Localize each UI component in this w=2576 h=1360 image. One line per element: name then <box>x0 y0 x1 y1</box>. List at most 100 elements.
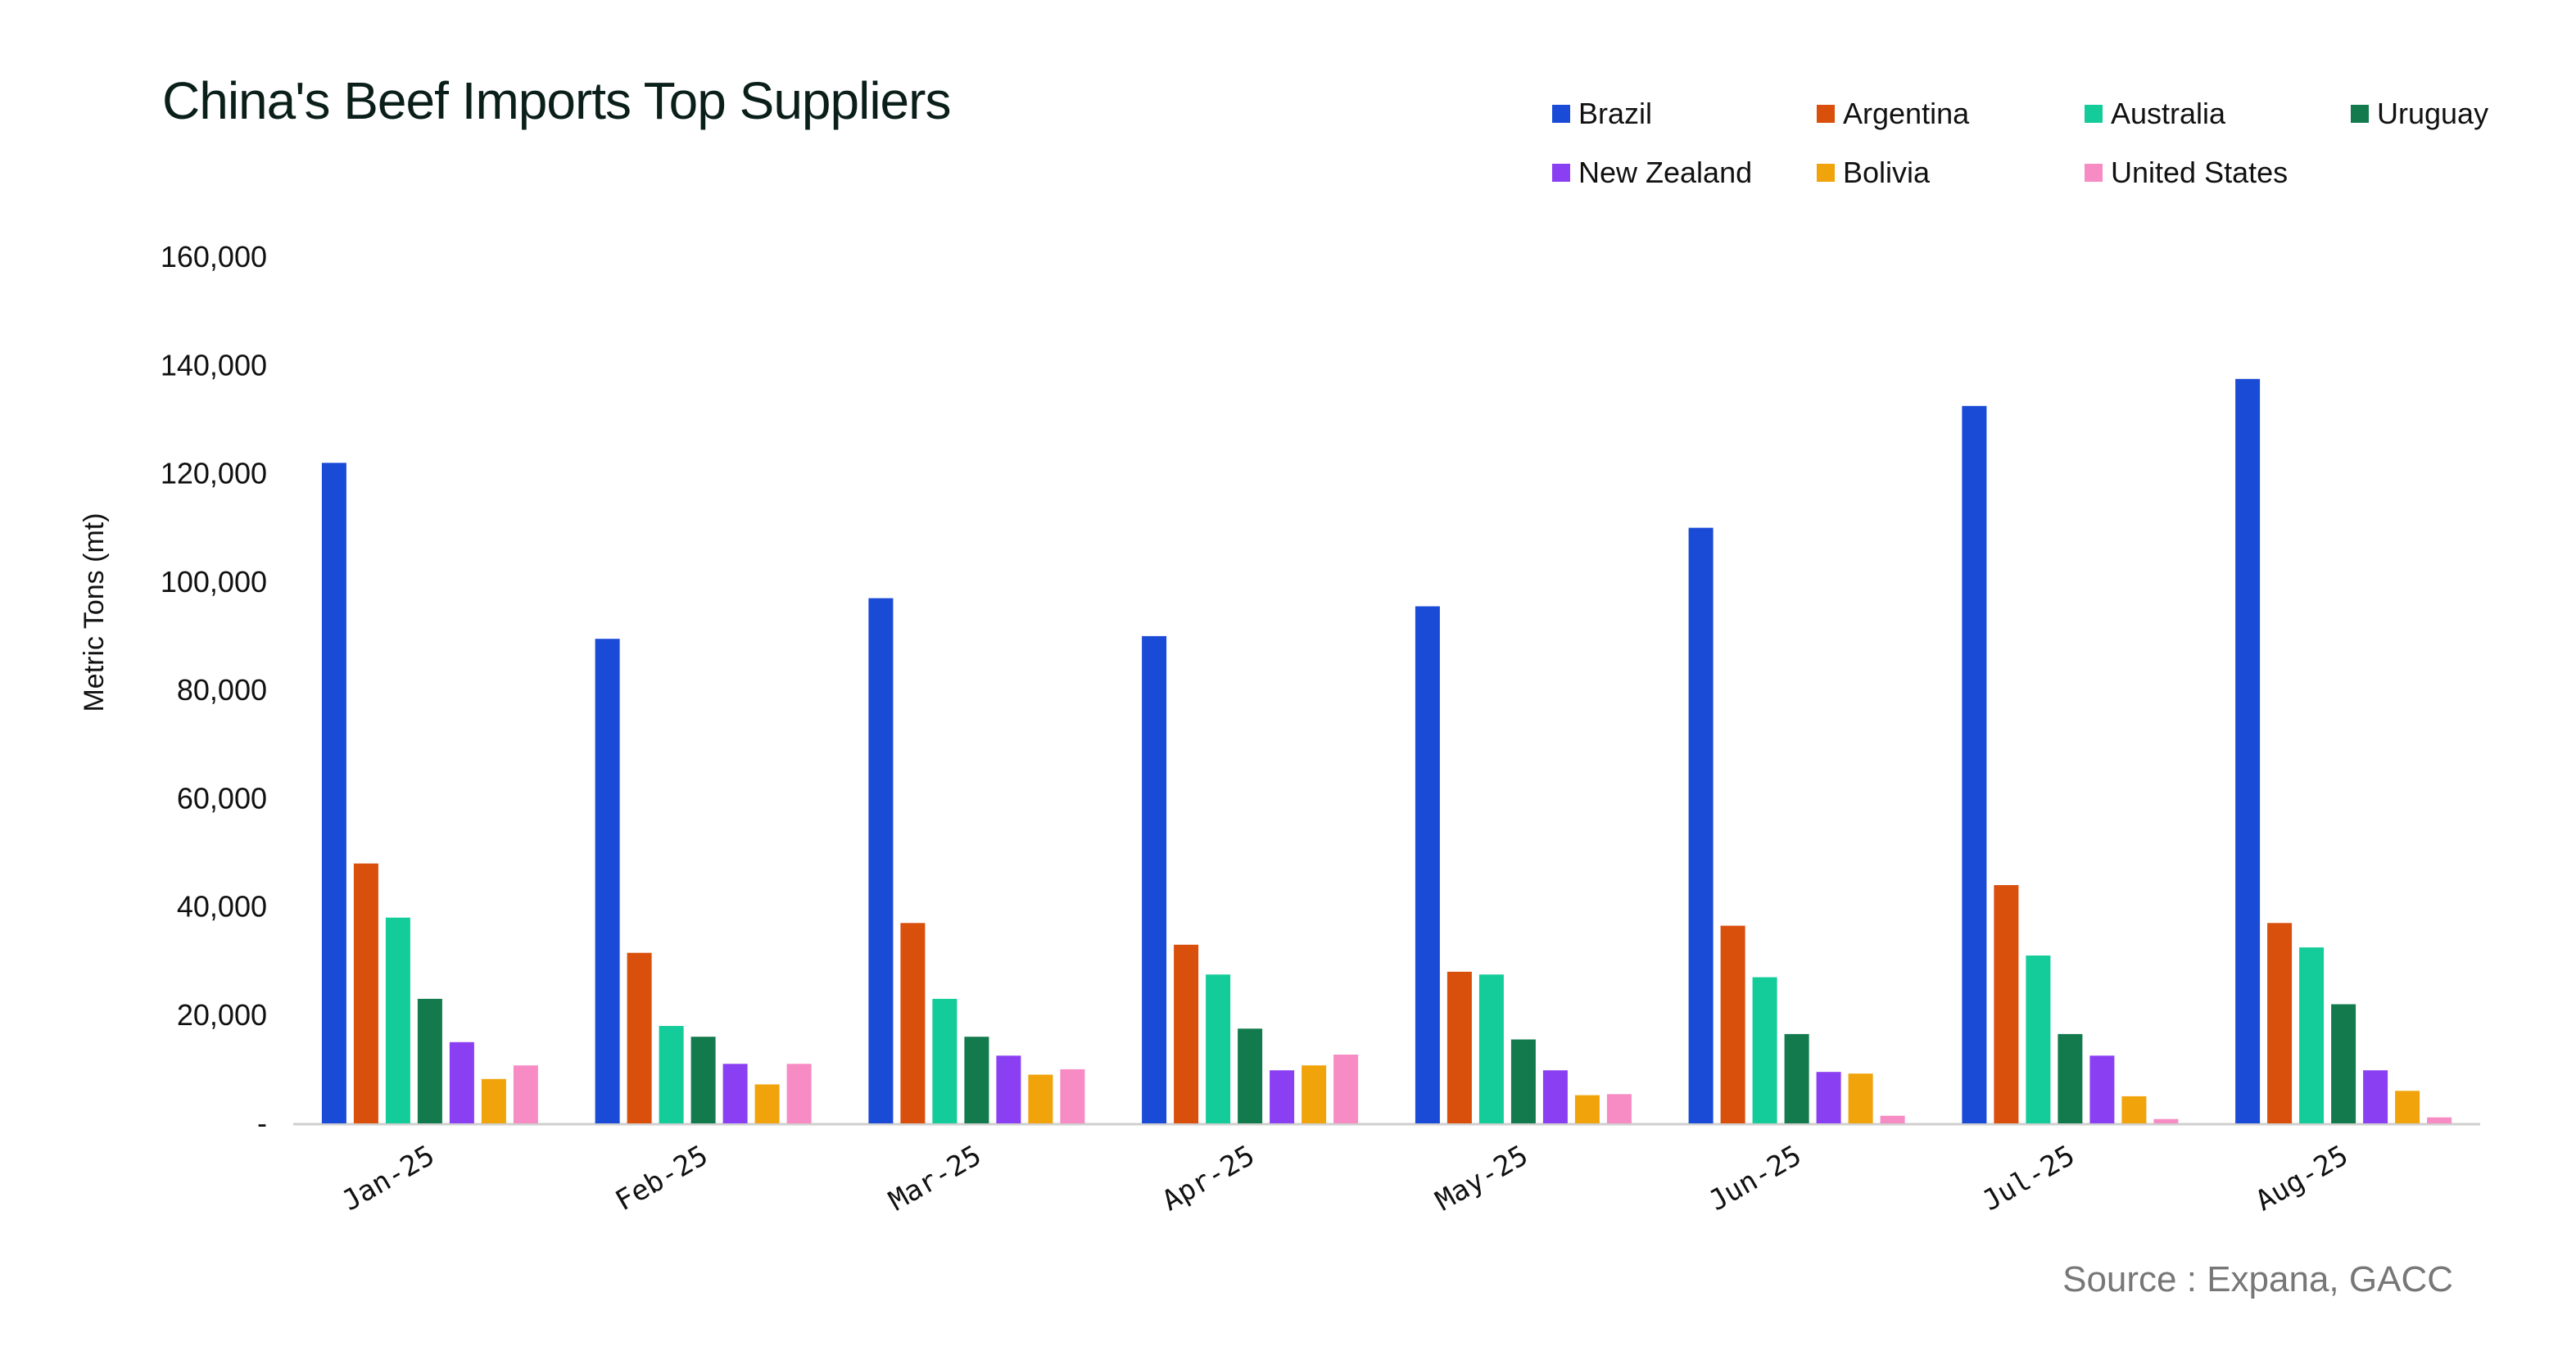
bars <box>321 378 2452 1123</box>
y-axis: - 20,000 40,000 60,000 80,000 100,000 120,000 1… <box>161 240 2480 1140</box>
legend-label: Uruguay <box>2377 97 2489 130</box>
bar-uruguay-jul-25 <box>2058 1033 2083 1123</box>
bar-brazil-jan-25 <box>321 463 346 1123</box>
bar-new-zealand-jun-25 <box>1816 1072 1841 1123</box>
bar-new-zealand-jan-25 <box>449 1041 474 1123</box>
y-tick-label: 100,000 <box>161 565 267 599</box>
bar-australia-may-25 <box>1478 974 1504 1123</box>
legend-label: Bolivia <box>1843 156 1931 189</box>
bar-uruguay-aug-25 <box>2331 1004 2356 1123</box>
legend-item: Argentina <box>1817 97 1969 131</box>
bar-uruguay-may-25 <box>1510 1039 1536 1123</box>
x-tick-label: Jun-25 <box>1704 1139 1807 1218</box>
legend-swatch <box>1552 105 1570 123</box>
bar-uruguay-feb-25 <box>690 1037 716 1123</box>
bar-australia-jan-25 <box>385 917 410 1123</box>
bar-brazil-jul-25 <box>1962 405 1987 1123</box>
legend-item: New Zealand <box>1552 156 1752 190</box>
bar-bolivia-apr-25 <box>1302 1065 1327 1123</box>
y-axis-title: Metric Tons (mt) <box>79 513 110 712</box>
bar-argentina-feb-25 <box>627 952 652 1123</box>
legend-label: Argentina <box>1843 97 1970 130</box>
x-tick-label: Aug-25 <box>2250 1139 2353 1218</box>
x-tick-label: Apr-25 <box>1157 1139 1260 1218</box>
bar-united-states-feb-25 <box>786 1064 812 1123</box>
bar-uruguay-jan-25 <box>417 998 442 1123</box>
bar-new-zealand-jul-25 <box>2089 1055 2115 1123</box>
chart-title: China's Beef Imports Top Suppliers <box>162 71 951 130</box>
legend-item: United States <box>2085 156 2288 190</box>
bar-argentina-jan-25 <box>353 863 378 1123</box>
legend-item: Bolivia <box>1817 156 1930 190</box>
y-tick-label: 60,000 <box>177 781 267 815</box>
bar-australia-feb-25 <box>659 1026 684 1123</box>
source-note: Source : Expana, GACC <box>2062 1259 2453 1299</box>
bar-united-states-aug-25 <box>2427 1117 2452 1123</box>
bar-brazil-apr-25 <box>1142 635 1167 1123</box>
bar-argentina-jul-25 <box>1994 885 2019 1123</box>
y-tick-label: 140,000 <box>161 348 267 382</box>
bar-bolivia-mar-25 <box>1028 1074 1053 1123</box>
y-tick-label: - <box>257 1106 267 1140</box>
bar-brazil-jun-25 <box>1688 527 1714 1123</box>
bar-australia-apr-25 <box>1206 974 1231 1123</box>
bar-argentina-jun-25 <box>1720 925 1745 1123</box>
bar-united-states-apr-25 <box>1333 1055 1359 1123</box>
bar-new-zealand-feb-25 <box>722 1064 748 1123</box>
bar-bolivia-jan-25 <box>481 1078 506 1123</box>
bar-new-zealand-apr-25 <box>1270 1070 1295 1123</box>
legend-label: Brazil <box>1578 97 1653 130</box>
legend-swatch <box>1552 164 1570 182</box>
x-tick-label: Jul-25 <box>1977 1139 2080 1218</box>
legend-swatch <box>2085 105 2103 123</box>
legend: Brazil Argentina Australia Uruguay New Zeala… <box>1552 97 2535 195</box>
x-tick-label: Feb-25 <box>610 1139 713 1218</box>
legend-label: United States <box>2111 156 2289 189</box>
y-tick-label: 120,000 <box>161 457 267 490</box>
bar-bolivia-jun-25 <box>1848 1073 1873 1123</box>
bar-brazil-mar-25 <box>868 598 894 1123</box>
bar-brazil-feb-25 <box>595 639 620 1123</box>
bar-united-states-jun-25 <box>1880 1115 1905 1123</box>
bar-argentina-may-25 <box>1446 971 1472 1123</box>
bar-new-zealand-mar-25 <box>996 1055 1021 1123</box>
bar-bolivia-jul-25 <box>2121 1096 2147 1123</box>
bar-uruguay-jun-25 <box>1784 1033 1809 1123</box>
bar-argentina-mar-25 <box>900 923 926 1123</box>
legend-swatch <box>1817 105 1835 123</box>
x-tick-label: Jan-25 <box>337 1139 440 1218</box>
bar-bolivia-may-25 <box>1574 1095 1600 1123</box>
legend-item: Brazil <box>1552 97 1652 131</box>
legend-swatch <box>2351 105 2369 123</box>
bar-bolivia-feb-25 <box>754 1084 780 1123</box>
bar-new-zealand-may-25 <box>1542 1070 1568 1123</box>
x-tick-label: May-25 <box>1430 1139 1533 1218</box>
bar-uruguay-mar-25 <box>964 1037 989 1123</box>
bar-united-states-jul-25 <box>2153 1118 2179 1123</box>
bar-brazil-may-25 <box>1415 606 1440 1123</box>
bar-argentina-aug-25 <box>2267 923 2293 1123</box>
bar-new-zealand-aug-25 <box>2363 1070 2388 1123</box>
y-tick-label: 40,000 <box>177 890 267 924</box>
bar-united-states-jan-25 <box>513 1065 538 1123</box>
x-tick-label: Mar-25 <box>884 1139 987 1218</box>
legend-item: Australia <box>2085 97 2225 131</box>
y-tick-label: 160,000 <box>161 240 267 273</box>
bar-united-states-may-25 <box>1606 1094 1632 1123</box>
y-tick-label: 20,000 <box>177 998 267 1032</box>
bar-argentina-apr-25 <box>1174 944 1199 1123</box>
bar-australia-mar-25 <box>932 998 958 1123</box>
bar-australia-jun-25 <box>1752 977 1777 1123</box>
legend-label: Australia <box>2111 97 2226 130</box>
legend-item: Uruguay <box>2351 97 2488 131</box>
bar-bolivia-aug-25 <box>2395 1091 2420 1123</box>
bar-australia-jul-25 <box>2026 956 2051 1123</box>
bar-uruguay-apr-25 <box>1238 1028 1263 1123</box>
bar-australia-aug-25 <box>2299 947 2325 1123</box>
bar-brazil-aug-25 <box>2235 378 2261 1123</box>
legend-label: New Zealand <box>1578 156 1753 189</box>
legend-swatch <box>2085 164 2103 182</box>
x-axis: Jan-25 Feb-25 Mar-25 Apr-25 May-25 Jun-25 Jul-… <box>337 1139 2354 1218</box>
